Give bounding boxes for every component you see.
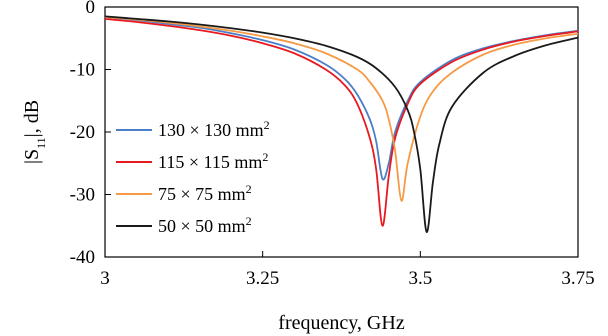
legend-label-text: 130 × 130 mm [158, 120, 264, 140]
y-tick-label: -10 [70, 60, 95, 81]
legend-label-superscript: 2 [246, 182, 252, 196]
x-tick-label: 3 [100, 268, 110, 289]
y-tick-label: 0 [86, 0, 96, 18]
series-layer [105, 15, 578, 233]
x-axis: 3 3.25 3.5 3.75 [100, 251, 595, 289]
y-axis-title-main: |S [21, 149, 43, 164]
x-tick-label: 3.5 [408, 268, 432, 289]
y-tick-label: -30 [70, 185, 95, 206]
x-axis-title: frequency, GHz [278, 312, 405, 334]
series-line-4 [105, 15, 578, 233]
y-tick-label: -20 [70, 122, 95, 143]
legend-label: 75 × 75 mm2 [158, 182, 252, 204]
legend-label: 50 × 50 mm2 [158, 214, 252, 236]
legend-item: 115 × 115 mm2 [116, 150, 268, 172]
series-line-2 [105, 17, 578, 227]
y-axis-title-sub: 11 [34, 137, 48, 149]
x-tick-label: 3.75 [561, 268, 594, 289]
legend-label-superscript: 2 [246, 214, 252, 228]
y-axis-title: |S11|, dB [21, 100, 48, 164]
legend-label-text: 75 × 75 mm [158, 184, 246, 204]
legend-label-superscript: 2 [264, 118, 270, 132]
legend-label-text: 115 × 115 mm [158, 152, 262, 172]
legend-item: 75 × 75 mm2 [116, 182, 252, 204]
series-line-1 [105, 16, 578, 181]
legend-item: 130 × 130 mm2 [116, 118, 270, 140]
y-tick-label: -40 [70, 247, 95, 268]
legend-label: 115 × 115 mm2 [158, 150, 268, 172]
legend-label-superscript: 2 [262, 150, 268, 164]
legend-label: 130 × 130 mm2 [158, 118, 270, 140]
legend-label-text: 50 × 50 mm [158, 216, 246, 236]
y-axis: 0 -10 -20 -30 -40 [70, 0, 111, 268]
x-tick-label: 3.25 [246, 268, 279, 289]
legend-item: 50 × 50 mm2 [116, 214, 252, 236]
series-line-3 [105, 16, 578, 202]
y-axis-title-end: |, dB [21, 100, 43, 137]
